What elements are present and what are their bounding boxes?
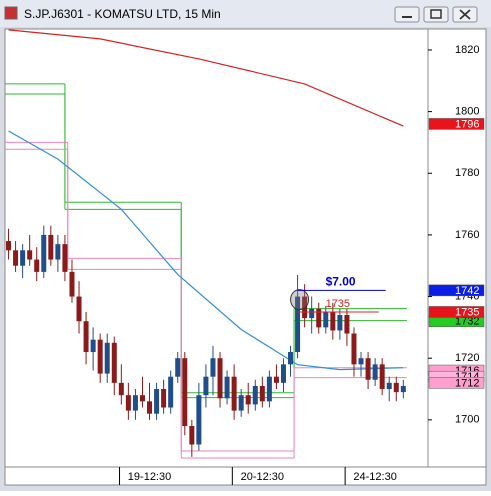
candle-body (48, 234, 54, 260)
candle-body (139, 395, 145, 402)
candle-body (280, 364, 286, 383)
moving-average (8, 29, 404, 127)
annotation-label: $7.00 (326, 275, 356, 289)
window-title: S.JP.J6301 - KOMATSU LTD, 15 Min (24, 7, 221, 21)
candle-body (62, 244, 68, 272)
y-tick-label: 1720 (455, 352, 479, 364)
price-flag-label: 1742 (455, 285, 479, 297)
candle-body (238, 395, 244, 411)
price-axis (427, 28, 487, 468)
candle-body (27, 250, 33, 260)
candle-body (288, 352, 294, 365)
candle-body (245, 395, 251, 405)
plot (5, 29, 407, 459)
time-axis (4, 466, 487, 486)
candle-body (13, 250, 19, 266)
plot-area (4, 28, 429, 468)
price-flag (428, 284, 485, 297)
candle-body (273, 376, 279, 383)
candle-body (309, 308, 315, 319)
moving-average (8, 130, 404, 371)
candle-body (351, 333, 357, 365)
price-flag-label: 1796 (455, 118, 479, 130)
candle-body (175, 358, 181, 377)
candle-body (20, 250, 26, 266)
price-flag (428, 118, 485, 130)
candle-body (393, 382, 399, 393)
candle-body (252, 385, 258, 405)
candle-body (69, 271, 75, 297)
candle-body (210, 358, 216, 377)
restore-icon (430, 9, 442, 19)
selection-ellipse (290, 289, 310, 311)
candle-body (196, 395, 202, 445)
x-tick-label: 20-12:30 (241, 471, 284, 483)
candle-body (147, 401, 153, 414)
candle-body (323, 311, 329, 328)
candle-body (182, 358, 188, 427)
close-icon (459, 9, 471, 20)
candle-body (55, 244, 61, 260)
candle-body (154, 389, 160, 414)
price-flag-label: 1735 (455, 306, 479, 318)
x-tick-label: 19-12:30 (128, 471, 171, 483)
app-icon (4, 6, 18, 20)
restore-button[interactable] (423, 6, 449, 23)
candle-body (358, 358, 364, 365)
candle-body (97, 339, 103, 374)
candle-body (231, 376, 237, 411)
candle-body (372, 364, 378, 380)
candle-body (344, 315, 350, 334)
candle-body (76, 296, 82, 322)
candle-body (203, 376, 209, 396)
y-tick-label: 1820 (455, 44, 479, 56)
candle-body (132, 395, 138, 411)
candle-body (90, 339, 96, 353)
candle-body (189, 426, 195, 445)
candle-body (217, 358, 223, 399)
candle-body (161, 389, 167, 408)
candle-body (365, 358, 371, 380)
candle-body (125, 395, 131, 411)
candle-body (266, 376, 272, 402)
candle-body (379, 364, 385, 390)
y-tick-label: 1700 (455, 414, 479, 426)
x-tick-label: 24-12:30 (353, 471, 396, 483)
candle-body (295, 296, 301, 353)
candle-body (400, 385, 406, 393)
candle-body (259, 385, 265, 402)
price-flag-label: 1732 (455, 316, 479, 328)
y-tick-label: 1780 (455, 167, 479, 179)
candle-body (104, 342, 110, 374)
candle-body (118, 382, 124, 396)
y-tick-label: 1760 (455, 229, 479, 241)
candle-body (224, 376, 230, 399)
price-flag-label: 1712 (455, 377, 479, 389)
candle-body (34, 259, 40, 272)
candle-body (168, 376, 174, 408)
y-tick-label: 1800 (455, 106, 479, 118)
minimize-button[interactable] (394, 6, 420, 23)
price-flag (428, 377, 485, 389)
candle-body (316, 308, 322, 328)
candle-body (83, 321, 89, 353)
price-flag (428, 306, 485, 318)
candle-body (6, 241, 12, 251)
candle-body (337, 315, 343, 331)
candle-body (111, 342, 117, 383)
candle-body (330, 311, 336, 331)
annotation-label: 1735 (326, 298, 350, 310)
window-buttons (394, 6, 478, 23)
candle-body (386, 382, 392, 390)
candle-body (41, 234, 47, 272)
